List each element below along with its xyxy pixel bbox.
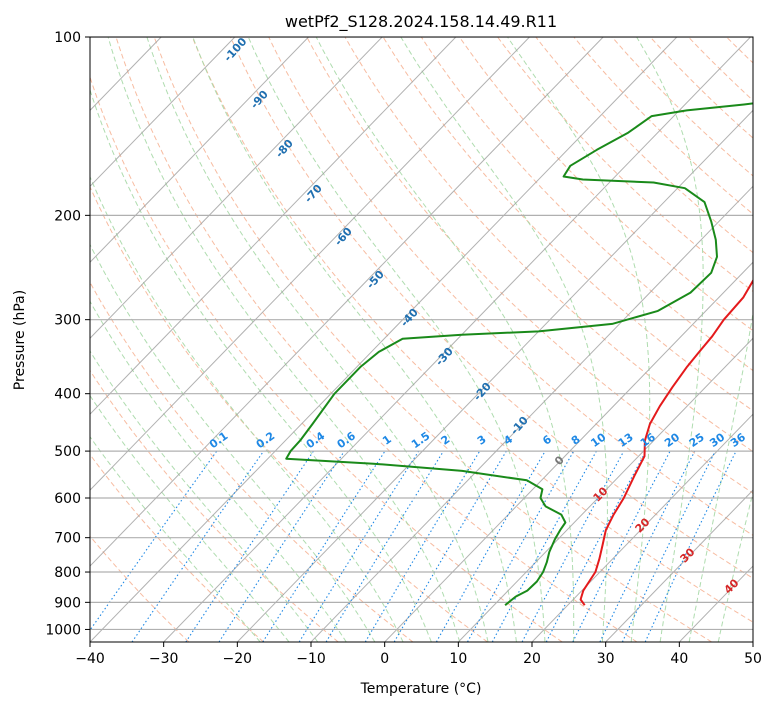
- moist-adiabat: [717, 490, 753, 642]
- moist-adiabat: [315, 37, 575, 642]
- isotherm: [90, 37, 530, 491]
- y-tick-label: 400: [54, 387, 81, 403]
- x-tick-label: 40: [670, 651, 688, 667]
- moist-adiabat: [507, 37, 651, 642]
- isotherm: [90, 37, 604, 567]
- dry-adiabat: [90, 281, 414, 642]
- x-axis: −40 −30 −20 −10 0 10 20 30 40 50: [75, 642, 762, 667]
- dry-adiabat: [90, 75, 563, 642]
- x-tick-label: 0: [380, 651, 389, 667]
- moist-adiabat: [90, 175, 404, 642]
- moist-adiabat: [247, 37, 546, 642]
- y-tick-label: 800: [54, 565, 81, 581]
- dry-adiabat: [497, 37, 753, 293]
- y-axis-label: Pressure (hPa): [12, 290, 28, 390]
- x-tick-label: −10: [296, 651, 326, 667]
- mixing-ratio-line: [218, 450, 345, 642]
- x-tick-label: 30: [597, 651, 615, 667]
- dry-adiabat: [765, 37, 775, 642]
- moist-adiabat: [90, 300, 347, 642]
- dry-adiabat: [573, 37, 753, 215]
- y-tick-label: 900: [54, 595, 81, 611]
- isotherm: [457, 337, 753, 642]
- mixing-ratio-line: [599, 450, 696, 642]
- dry-adiabat: [611, 37, 753, 177]
- profiles: [285, 102, 753, 606]
- dry-adiabat: [115, 37, 638, 642]
- x-tick-label: −20: [223, 651, 253, 667]
- isotherm: [90, 37, 457, 415]
- dry-adiabat: [535, 37, 753, 254]
- y-tick-label: 600: [54, 491, 81, 507]
- dry-adiabat: [420, 37, 753, 372]
- moist-adiabat: [90, 88, 432, 642]
- isotherm: [236, 109, 753, 642]
- mixing-ratio-line: [521, 450, 625, 642]
- mixing-ratio-line: [131, 450, 265, 642]
- dry-adiabat: [153, 37, 712, 642]
- mixing-ratio-line: [90, 450, 218, 632]
- plot-frame: [89, 36, 754, 643]
- dry-adiabat: [90, 185, 488, 642]
- temperature-line: [579, 278, 753, 606]
- y-tick-label: 700: [54, 531, 81, 547]
- isotherm: [90, 37, 309, 263]
- mixing-ratio-line: [262, 450, 386, 642]
- mixing-ratio-line: [491, 450, 597, 642]
- isotherm: [90, 37, 678, 642]
- isotherm: [384, 261, 753, 642]
- x-tick-label: −30: [149, 651, 179, 667]
- mixing-ratio-line: [435, 450, 546, 642]
- dry-adiabat: [306, 37, 753, 494]
- moist-adiabat: [90, 243, 376, 642]
- isotherm: [90, 37, 383, 339]
- dewpoint-line: [285, 102, 753, 606]
- x-tick-label: 20: [523, 651, 541, 667]
- isotherm: [310, 185, 753, 642]
- dry-adiabat: [191, 37, 753, 623]
- y-tick-label: 200: [54, 208, 81, 224]
- x-tick-label: 50: [744, 651, 762, 667]
- moist-adiabat: [107, 37, 461, 642]
- y-tick-label: 100: [54, 30, 81, 46]
- mixing-ratio-line: [572, 450, 671, 642]
- x-tick-label: 10: [449, 651, 467, 667]
- isotherm: [531, 413, 753, 642]
- y-tick-label: 1000: [45, 622, 81, 638]
- moist-adiabat: [400, 37, 608, 642]
- dry-adiabat: [382, 37, 753, 412]
- plot-area: [90, 37, 753, 642]
- moist-adiabat: [90, 394, 290, 642]
- y-axis: 100 200 300 400 500 600 700 800 900 1000: [45, 30, 90, 638]
- dry-adiabat: [230, 37, 753, 579]
- isotherm: [163, 37, 751, 642]
- mixing-ratio-line: [325, 450, 444, 642]
- moist-adiabat: [146, 37, 489, 642]
- y-tick-label: 300: [54, 313, 81, 329]
- background-lines: [90, 37, 775, 642]
- x-axis-label: Temperature (°C): [360, 681, 482, 697]
- isotherm: [752, 641, 753, 642]
- y-tick-label: 500: [54, 444, 81, 460]
- x-tick-label: −40: [75, 651, 105, 667]
- moist-adiabat: [90, 435, 261, 642]
- mixing-ratio-line: [185, 450, 314, 642]
- isotherm: [605, 489, 753, 642]
- isotherm: [90, 37, 236, 188]
- pressure-gridlines: [90, 37, 753, 631]
- mixing-ratio-line: [467, 450, 575, 642]
- moist-adiabat: [192, 37, 517, 642]
- chart-title: wetPf2_S128.2024.158.14.49.R11: [285, 12, 557, 32]
- dry-adiabat: [90, 535, 190, 642]
- moist-adiabat: [90, 350, 319, 642]
- moist-adiabat: [688, 310, 753, 642]
